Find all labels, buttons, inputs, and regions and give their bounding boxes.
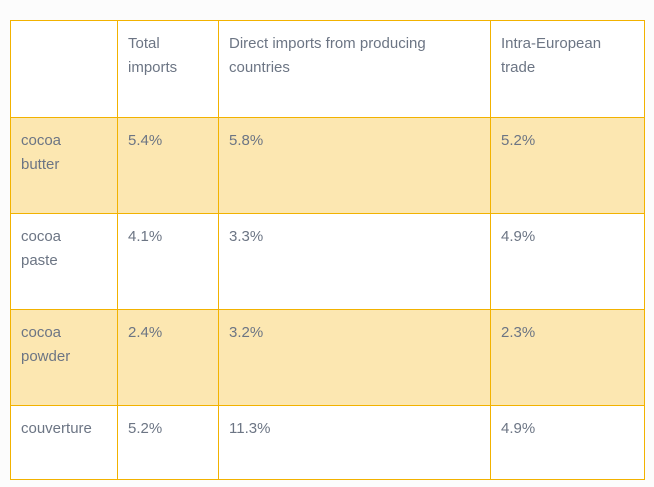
table-row: cocoa powder 2.4% 3.2% 2.3% — [10, 309, 645, 406]
table-row: couverture 5.2% 11.3% 4.9% — [10, 405, 645, 480]
cell-direct-imports: 5.8% — [218, 117, 491, 214]
cell-total-imports: 5.2% — [117, 405, 219, 480]
column-header-total-imports: Total imports — [117, 20, 219, 118]
row-label: cocoa butter — [10, 117, 118, 214]
cell-total-imports: 5.4% — [117, 117, 219, 214]
cell-total-imports: 2.4% — [117, 309, 219, 406]
cell-total-imports: 4.1% — [117, 213, 219, 310]
cell-intra-european-trade: 5.2% — [490, 117, 645, 214]
cell-intra-european-trade: 2.3% — [490, 309, 645, 406]
cell-direct-imports: 11.3% — [218, 405, 491, 480]
row-label: cocoa paste — [10, 213, 118, 310]
column-header-empty — [10, 20, 118, 118]
cell-direct-imports: 3.2% — [218, 309, 491, 406]
cell-direct-imports: 3.3% — [218, 213, 491, 310]
cell-intra-european-trade: 4.9% — [490, 213, 645, 310]
cocoa-imports-table: Total imports Direct imports from produc… — [10, 20, 645, 480]
column-header-direct-imports: Direct imports from producing countries — [218, 20, 491, 118]
table-row: cocoa paste 4.1% 3.3% 4.9% — [10, 213, 645, 310]
column-header-intra-european-trade: Intra-European trade — [490, 20, 645, 118]
table-body: cocoa butter 5.4% 5.8% 5.2% cocoa paste … — [10, 117, 645, 480]
cell-intra-european-trade: 4.9% — [490, 405, 645, 480]
row-label: cocoa powder — [10, 309, 118, 406]
table-row: cocoa butter 5.4% 5.8% 5.2% — [10, 117, 645, 214]
header-row: Total imports Direct imports from produc… — [10, 20, 645, 118]
row-label: couverture — [10, 405, 118, 480]
